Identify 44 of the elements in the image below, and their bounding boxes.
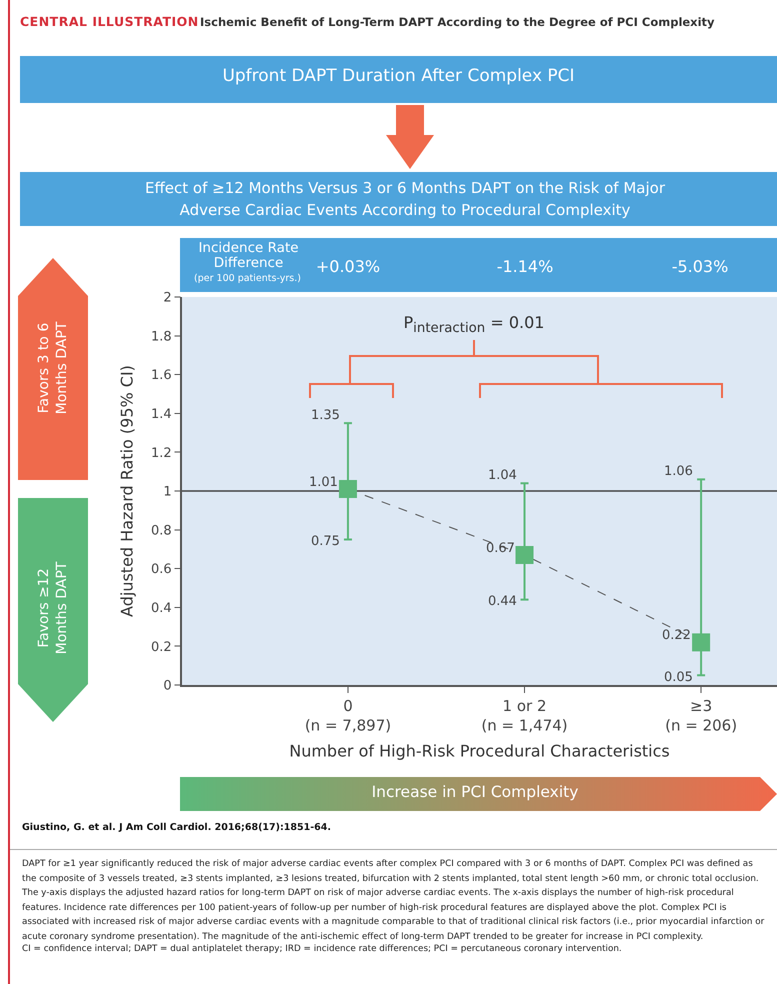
text: Giustino, G. et al. J Am Coll Cardiol. 2016;68(17):1851-64. bbox=[22, 822, 331, 833]
y-tick-label: 0.2 bbox=[150, 640, 172, 655]
data-label: 0.22 bbox=[662, 628, 691, 643]
x-tick-label: 1 or 2 (n = 1,474) bbox=[481, 696, 568, 734]
text: (per 100 patients-yrs.) bbox=[193, 273, 302, 284]
text: Favors ≥12 Months DAPT bbox=[35, 560, 71, 656]
annotation: 0.05 bbox=[664, 670, 693, 685]
text: -1.14% bbox=[496, 257, 554, 276]
x-tick-label: ≥3 (n = 206) bbox=[665, 696, 738, 734]
data-label: 0.67 bbox=[486, 541, 515, 556]
annotation: 1.35 bbox=[311, 408, 340, 423]
y-tick-label: 1.2 bbox=[150, 446, 172, 461]
text: Upfront DAPT Duration After Complex PCI bbox=[221, 66, 576, 86]
annotation: 1.04 bbox=[488, 468, 517, 483]
y-tick-label: 1.8 bbox=[150, 329, 172, 344]
point bbox=[338, 480, 357, 498]
x-axis-title: Number of High-Risk Procedural Characteristics bbox=[289, 741, 670, 760]
y-tick-label: 0 bbox=[163, 678, 172, 694]
text: Incidence Rate Difference bbox=[197, 240, 300, 271]
y-tick-label: 0.6 bbox=[150, 562, 172, 578]
text: Increase in PCI Complexity bbox=[370, 783, 580, 801]
y-tick-label: 2 bbox=[163, 290, 172, 306]
y-axis-title: Adjusted Hazard Ratio (95% CI) bbox=[117, 365, 136, 617]
y-tick-label: 1 bbox=[163, 484, 172, 500]
text: -5.03% bbox=[670, 257, 730, 276]
annotation: P$_{interaction}$ = 0.01 bbox=[402, 313, 546, 336]
text: Effect of ≥12 Months Versus 3 or 6 Months DAPT on the Risk of Major Adverse Cardiac Events According to Procedural Complexity bbox=[144, 178, 666, 221]
text: CI = confidence interval; DAPT = dual antiplatelet therapy; IRD = incidence rate differences; PCI = percutaneous coronary intervention. bbox=[22, 944, 623, 954]
data-label: 1.01 bbox=[309, 475, 338, 490]
annotation: 1.06 bbox=[664, 464, 693, 479]
chart-title: Ischemic Benefit of Long-Term DAPT According to the Degree of PCI Complexity bbox=[200, 15, 715, 29]
y-tick-label: 0.8 bbox=[150, 523, 172, 538]
text: Favors 3 to 6 Months DAPT bbox=[35, 320, 71, 416]
x-tick-label: 0 (n = 7,897) bbox=[304, 696, 392, 734]
point bbox=[692, 633, 710, 652]
point bbox=[516, 546, 534, 564]
text: +0.03% bbox=[314, 257, 382, 276]
y-tick-label: 1.4 bbox=[150, 406, 172, 422]
y-tick-label: 0.4 bbox=[150, 600, 172, 616]
y-tick-label: 1.6 bbox=[150, 368, 172, 384]
annotation: 0.75 bbox=[311, 534, 340, 549]
annotation: 0.44 bbox=[488, 594, 517, 609]
text: DAPT for ≥1 year significantly reduced the risk of major adverse cardiac events after complex PCI compared with 3 or 6 months of DAPT. Complex PCI was defined as the composite of 3 vessels treated, ≥3 stents implanted, ≥3 lesions treated, bifurcation with 2 stents implanted, total stent length >60 mm, or chronic total occlusion. The y-axis displays the adjusted hazard ratios for long-term DAPT on risk of major adverse cardiac events. The x-axis displays the number of high-risk procedural features. Incidence rate differences per 100 patient-years of follow-up per number of high-risk procedural features are displayed above the plot. Complex PCI is associated with increased risk of major adverse cardiac events with a magnitude comparable to that of traditional clinical risk factors (i.e., prior myocardial infarction or acute coronary syndrome presentation). The magnitude of the anti-ischemic effect of long-term DAPT trended to be greater for increase in PCI complexity. bbox=[22, 858, 766, 944]
text: CENTRAL ILLUSTRATION bbox=[20, 14, 199, 29]
